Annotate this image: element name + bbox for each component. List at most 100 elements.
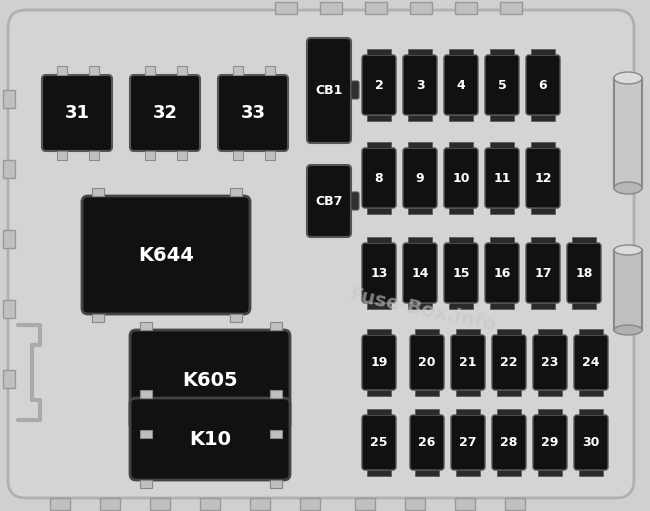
Bar xyxy=(177,66,187,75)
FancyBboxPatch shape xyxy=(526,148,560,208)
Bar xyxy=(265,66,275,75)
FancyBboxPatch shape xyxy=(8,10,634,498)
Bar xyxy=(531,208,555,214)
Bar xyxy=(57,151,67,160)
Text: 16: 16 xyxy=(493,267,511,280)
FancyBboxPatch shape xyxy=(567,243,601,303)
Bar xyxy=(456,329,480,335)
Text: 17: 17 xyxy=(534,267,552,280)
Bar xyxy=(3,370,15,388)
Text: 20: 20 xyxy=(418,356,436,369)
FancyBboxPatch shape xyxy=(82,196,250,314)
Bar xyxy=(410,2,432,14)
Bar xyxy=(270,480,282,488)
Bar xyxy=(505,498,525,510)
Bar xyxy=(455,498,475,510)
Bar xyxy=(270,390,282,398)
Bar xyxy=(531,115,555,121)
Bar xyxy=(538,329,562,335)
Bar xyxy=(250,498,270,510)
FancyBboxPatch shape xyxy=(444,243,478,303)
Text: 25: 25 xyxy=(370,436,388,449)
Bar xyxy=(455,2,477,14)
Bar xyxy=(367,49,391,55)
Bar xyxy=(497,470,521,476)
Bar xyxy=(449,303,473,309)
Ellipse shape xyxy=(614,72,642,84)
Bar xyxy=(367,329,391,335)
Text: 19: 19 xyxy=(370,356,387,369)
FancyBboxPatch shape xyxy=(492,415,526,470)
Bar xyxy=(230,314,242,322)
Text: 30: 30 xyxy=(582,436,600,449)
Bar xyxy=(89,66,99,75)
Bar xyxy=(140,322,152,330)
Bar xyxy=(408,142,432,148)
FancyBboxPatch shape xyxy=(307,165,351,237)
FancyBboxPatch shape xyxy=(362,243,396,303)
Bar xyxy=(497,329,521,335)
Bar xyxy=(57,66,67,75)
Text: 4: 4 xyxy=(457,79,465,91)
FancyBboxPatch shape xyxy=(403,55,437,115)
Bar xyxy=(140,430,152,438)
Bar xyxy=(230,188,242,196)
Bar xyxy=(579,390,603,396)
Bar xyxy=(320,2,342,14)
Bar xyxy=(408,115,432,121)
FancyBboxPatch shape xyxy=(574,335,608,390)
Bar xyxy=(3,90,15,108)
Bar xyxy=(415,470,439,476)
Bar xyxy=(490,49,514,55)
Bar xyxy=(490,303,514,309)
Bar xyxy=(367,409,391,415)
Bar xyxy=(145,151,155,160)
Text: 3: 3 xyxy=(416,79,424,91)
Text: K644: K644 xyxy=(138,245,194,265)
Bar xyxy=(355,498,375,510)
FancyBboxPatch shape xyxy=(451,335,485,390)
FancyBboxPatch shape xyxy=(533,415,567,470)
FancyBboxPatch shape xyxy=(492,335,526,390)
Ellipse shape xyxy=(614,245,642,255)
Bar xyxy=(367,237,391,243)
Bar xyxy=(531,237,555,243)
Text: 18: 18 xyxy=(575,267,593,280)
Bar xyxy=(456,470,480,476)
FancyBboxPatch shape xyxy=(307,38,351,143)
Text: K10: K10 xyxy=(189,430,231,449)
Bar xyxy=(614,78,642,188)
Bar xyxy=(614,250,642,330)
FancyBboxPatch shape xyxy=(130,75,200,151)
Bar xyxy=(405,498,425,510)
Text: CB1: CB1 xyxy=(315,84,343,97)
Text: 6: 6 xyxy=(539,79,547,91)
Bar xyxy=(408,208,432,214)
Bar xyxy=(233,151,243,160)
Bar xyxy=(579,470,603,476)
FancyBboxPatch shape xyxy=(351,192,359,210)
FancyBboxPatch shape xyxy=(485,55,519,115)
FancyBboxPatch shape xyxy=(533,335,567,390)
FancyBboxPatch shape xyxy=(218,75,288,151)
FancyBboxPatch shape xyxy=(362,415,396,470)
Text: 22: 22 xyxy=(500,356,518,369)
FancyBboxPatch shape xyxy=(444,148,478,208)
Text: 15: 15 xyxy=(452,267,470,280)
Bar xyxy=(449,142,473,148)
Bar xyxy=(140,480,152,488)
Text: 29: 29 xyxy=(541,436,559,449)
Text: 31: 31 xyxy=(64,104,90,122)
Bar xyxy=(140,390,152,398)
Bar xyxy=(367,470,391,476)
Bar xyxy=(538,409,562,415)
Bar xyxy=(456,390,480,396)
Bar xyxy=(300,498,320,510)
Bar xyxy=(100,498,120,510)
Bar xyxy=(367,142,391,148)
Text: 24: 24 xyxy=(582,356,600,369)
Bar xyxy=(531,49,555,55)
Text: CB7: CB7 xyxy=(315,195,343,207)
Bar xyxy=(449,49,473,55)
Bar xyxy=(270,322,282,330)
